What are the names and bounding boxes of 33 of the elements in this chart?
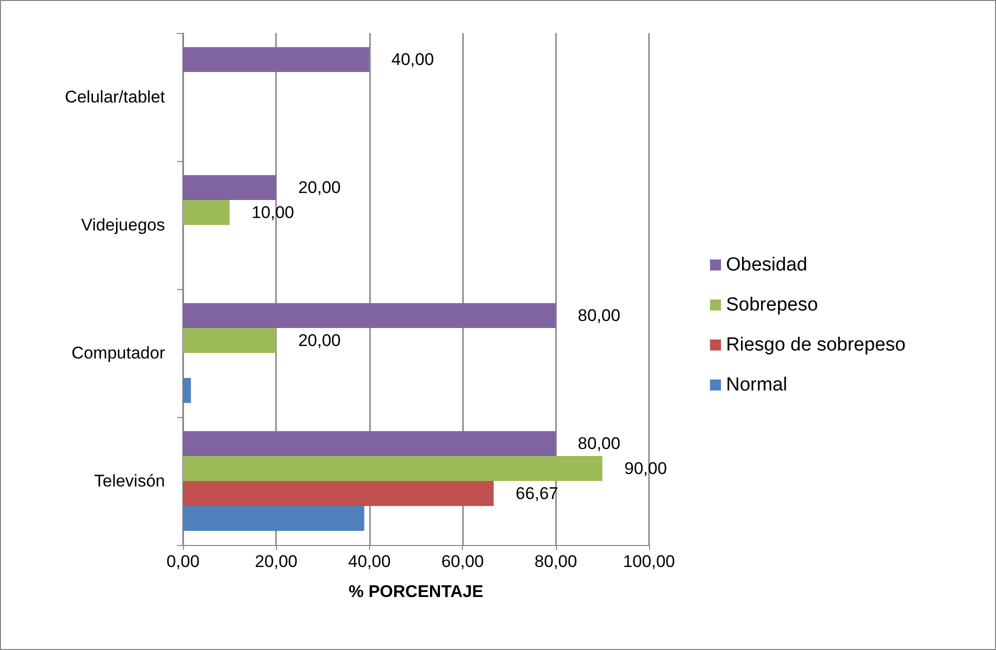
bar [183,481,494,506]
data-label: 66,67 [516,484,558,503]
data-label: 20,00 [298,331,341,350]
bar [183,506,364,531]
bar [183,175,276,200]
y-tick-label: Televisón [94,472,165,490]
bar [183,47,370,72]
x-tick-label: 100,00 [623,552,675,571]
bar [183,431,556,456]
data-label: 20,00 [298,178,341,198]
y-tick-label: Celular/tablet [64,88,166,106]
x-tick-label: 80,00 [534,552,578,571]
bar [183,328,276,353]
bar [183,456,602,481]
x-tick-label: 40,00 [348,552,391,571]
data-label: 90,00 [624,459,667,478]
bar [183,378,191,403]
data-label: 10,00 [252,203,294,222]
data-label: 40,00 [391,50,434,70]
data-label: 80,00 [578,306,620,326]
x-tick-label: 20,00 [254,552,298,571]
y-tick-label: Computador [71,344,166,362]
y-tick-label: Videjuegos [81,216,165,234]
x-axis-title: % PORCENTAJE [348,582,484,601]
legend-label: Obesidad [726,254,808,276]
legend-label: Riesgo de sobrepeso [726,334,906,356]
bar [183,200,230,225]
data-label: 80,00 [578,434,620,454]
x-tick-label: 0,00 [166,552,200,571]
x-tick-label: 60,00 [441,552,484,571]
bar [183,303,556,328]
legend-label: Normal [726,374,788,396]
legend-label: Sobrepeso [726,294,818,316]
